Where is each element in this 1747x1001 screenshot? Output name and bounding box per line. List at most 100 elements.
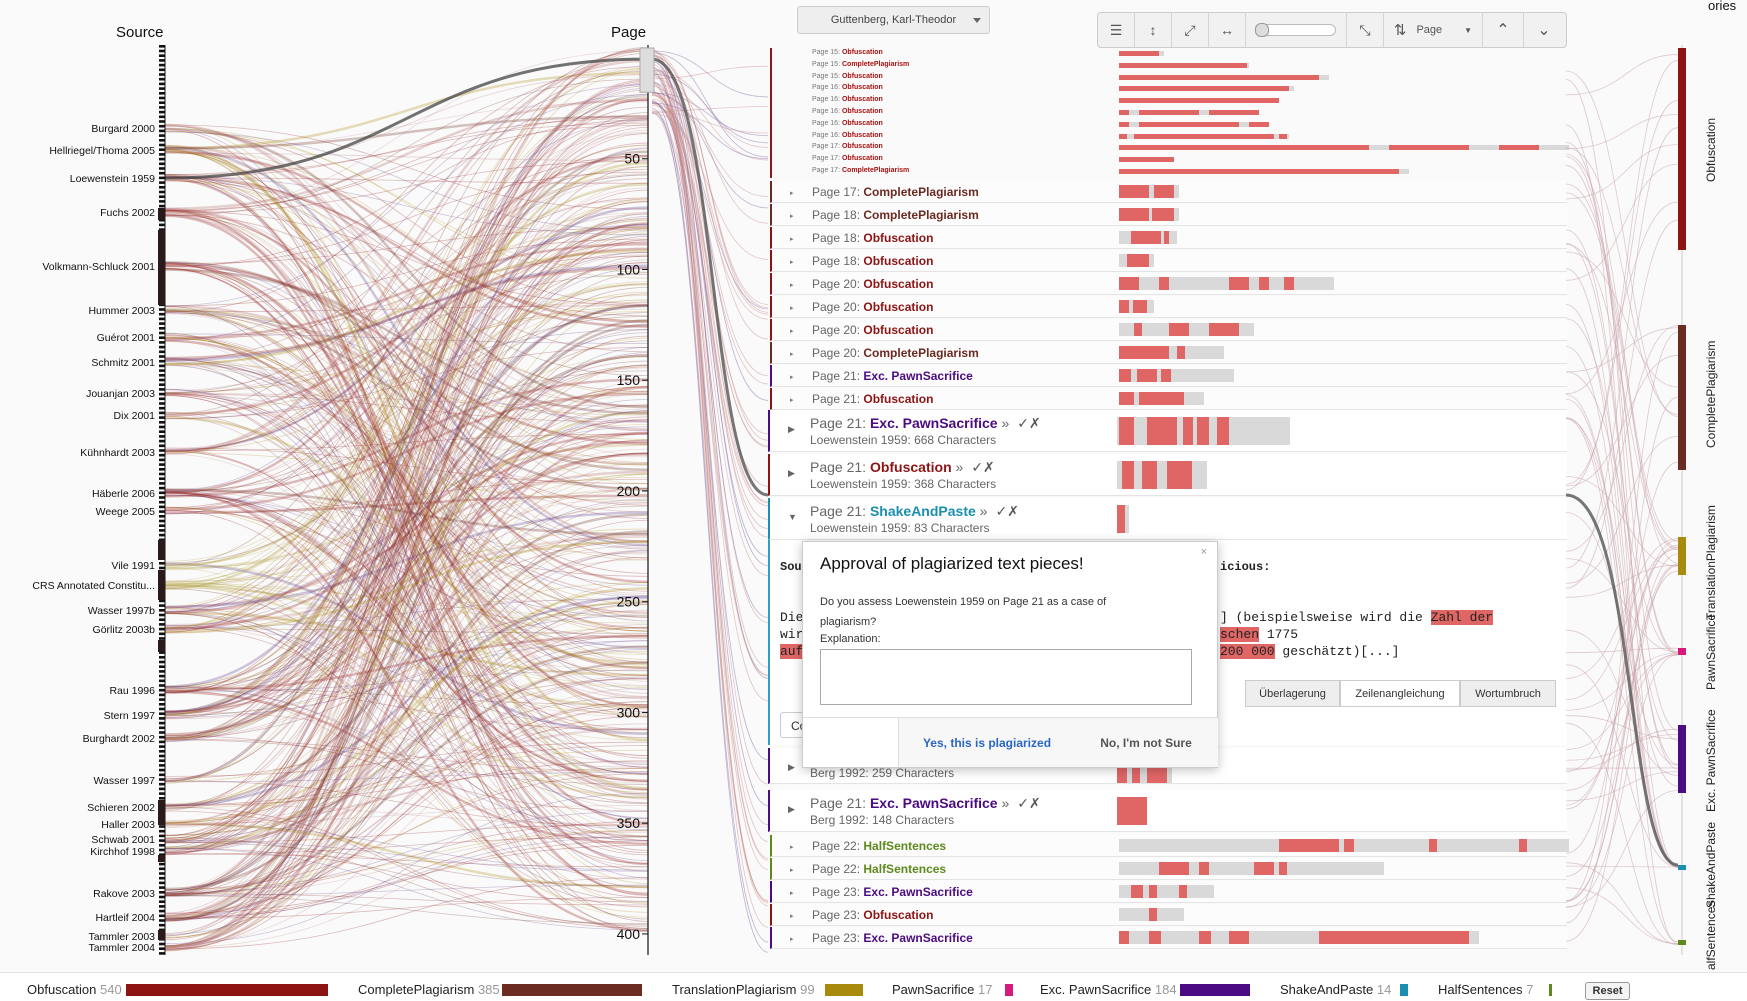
slider-handle[interactable] [1255,23,1269,37]
expand-triangle-icon[interactable]: ▸ [790,258,794,266]
source-label-hartleif-2004[interactable]: Hartleif 2004 [95,912,155,924]
expand-triangle-icon[interactable]: ▶ [788,804,795,815]
mini-row[interactable]: Page 17: CompletePlagiarism [770,166,1567,178]
mini-row[interactable]: Page 16: Obfuscation [770,95,1567,107]
expand-triangle-icon[interactable]: ▸ [790,304,794,312]
source-label-haller-2003[interactable]: Haller 2003 [101,819,155,831]
word-wrap-button[interactable]: Wortumbruch [1460,680,1556,707]
category-block-translationplagiarism[interactable] [1678,537,1686,575]
source-label-crs-annotated-constitu[interactable]: CRS Annotated Constitu... [32,580,155,592]
category-block-halfsentences[interactable] [1678,940,1686,945]
fragment-row[interactable]: ▸Page 22: HalfSentences [770,858,1567,880]
open-fragment-link[interactable]: » [1001,795,1009,811]
category-block-obfuscation[interactable] [1678,48,1686,250]
fragment-row[interactable]: ▸Page 18: Obfuscation [770,227,1567,249]
source-label-hummer-2003[interactable]: Hummer 2003 [88,305,155,317]
expand-triangle-icon[interactable]: ▸ [790,935,794,943]
source-label-kirchhof-1998[interactable]: Kirchhof 1998 [90,846,155,858]
expand-triangle-icon[interactable]: ▸ [790,373,794,381]
expand-triangle-icon[interactable]: ▶ [788,468,795,479]
expanded-fragment-row[interactable]: ▶Page 21: Exc. PawnSacrifice »✓✗Berg 199… [768,790,1567,832]
expand-triangle-icon[interactable]: ▸ [790,912,794,920]
legend-item-pawnsacrifice[interactable]: PawnSacrifice 17 [892,982,992,997]
expand-triangle-icon[interactable]: ▸ [790,212,794,220]
source-label-k-hnhardt-2003[interactable]: Kühnhardt 2003 [80,447,155,459]
fragment-row[interactable]: ▸Page 22: HalfSentences [770,835,1567,857]
source-label-volkmann-schluck-2001[interactable]: Volkmann-Schluck 2001 [42,261,155,273]
legend-item-shakeandpaste[interactable]: ShakeAndPaste 14 [1280,982,1391,997]
expand-triangle-icon[interactable]: ▶ [788,762,795,773]
source-label-weege-2005[interactable]: Weege 2005 [96,506,156,518]
source-label-wasser-1997b[interactable]: Wasser 1997b [88,605,155,617]
source-label-burghardt-2002[interactable]: Burghardt 2002 [83,733,156,745]
source-label-dix-2001[interactable]: Dix 2001 [114,410,156,422]
fragment-row[interactable]: ▸Page 21: Obfuscation [770,388,1567,410]
expand-triangle-icon[interactable]: ▸ [790,189,794,197]
expand-triangle-icon[interactable]: ▶ [788,424,795,435]
source-label-wasser-1997[interactable]: Wasser 1997 [94,775,156,787]
explanation-field[interactable] [820,649,1192,705]
source-label-tammler-2004[interactable]: Tammler 2004 [88,942,155,954]
category-block-completeplagiarism[interactable] [1678,325,1686,470]
fragment-row[interactable]: ▸Page 20: CompletePlagiarism [770,342,1567,364]
expand-triangle-icon[interactable]: ▸ [790,889,794,897]
mini-row[interactable]: Page 17: Obfuscation [770,142,1567,154]
expanded-fragment-row[interactable]: ▶Page 21: Obfuscation »✓✗Loewenstein 195… [768,454,1567,496]
mini-row[interactable]: Page 15: CompletePlagiarism [770,60,1567,72]
fragment-row[interactable]: ▸Page 18: CompletePlagiarism [770,204,1567,226]
fragment-row[interactable]: ▸Page 18: Obfuscation [770,250,1567,272]
reset-button[interactable]: Reset [1585,982,1630,1000]
source-label-h-berle-2006[interactable]: Häberle 2006 [92,488,155,500]
source-label-schieren-2002[interactable]: Schieren 2002 [87,802,155,814]
category-block-exc-pawnsacrifice[interactable] [1678,725,1686,793]
source-label-hellriegel-thoma-2005[interactable]: Hellriegel/Thoma 2005 [49,145,155,157]
next-button[interactable]: ⌄ [1524,13,1564,47]
source-label-rakove-2003[interactable]: Rakove 2003 [93,888,155,900]
source-label-schmitz-2001[interactable]: Schmitz 2001 [91,357,155,369]
approve-reject-icons[interactable]: ✓✗ [1017,795,1040,811]
fragment-row[interactable]: ▸Page 20: Obfuscation [770,273,1567,295]
mini-row[interactable]: Page 17: Obfuscation [770,154,1567,166]
mini-row[interactable]: Page 15: Obfuscation [770,72,1567,84]
approve-reject-icons[interactable]: ✓✗ [995,503,1018,519]
collapse-triangle-icon[interactable]: ▼ [788,512,797,522]
legend-item-halfsentences[interactable]: HalfSentences 7 [1438,982,1533,997]
open-fragment-link[interactable]: » [956,459,964,475]
open-fragment-link[interactable]: » [980,503,988,519]
confirm-plagiarized-button[interactable]: Yes, this is plagiarized [898,718,1076,767]
diagonal-resize-button[interactable]: ⤢ [1172,13,1209,47]
source-label-jouanjan-2003[interactable]: Jouanjan 2003 [86,388,155,400]
source-label-rau-1996[interactable]: Rau 1996 [109,685,155,697]
category-block-pawnsacrifice[interactable] [1678,648,1686,655]
source-label-schwab-2001[interactable]: Schwab 2001 [91,834,155,846]
expand-height-button[interactable]: ↕ [1135,13,1172,47]
expand-triangle-icon[interactable]: ▸ [790,281,794,289]
expand-triangle-icon[interactable]: ▸ [790,350,794,358]
mini-row[interactable]: Page 16: Obfuscation [770,83,1567,95]
fragment-row[interactable]: ▸Page 17: CompletePlagiarism [770,181,1567,203]
mini-row[interactable]: Page 15: Obfuscation [770,48,1567,60]
fragment-row[interactable]: ▸Page 21: Exc. PawnSacrifice [770,365,1567,387]
fragment-row[interactable]: ▸Page 20: Obfuscation [770,319,1567,341]
legend-item-obfuscation[interactable]: Obfuscation 540 [27,982,122,997]
overlay-button[interactable]: Überlagerung [1245,680,1340,707]
source-label-g-rlitz-2003b[interactable]: Görlitz 2003b [93,624,156,636]
expand-triangle-icon[interactable]: ▸ [790,843,794,851]
expand-width-button[interactable]: ↔ [1209,13,1246,47]
open-fragment-link[interactable]: » [1001,415,1009,431]
source-label-gu-rot-2001[interactable]: Guérot 2001 [97,332,156,344]
fragment-row[interactable]: ▸Page 23: Obfuscation [770,904,1567,926]
line-alignment-button[interactable]: Zeilenangleichung [1340,680,1460,707]
mini-row[interactable]: Page 16: Obfuscation [770,107,1567,119]
collapse-button[interactable]: ⤡ [1347,13,1384,47]
fragment-row[interactable]: ▸Page 23: Exc. PawnSacrifice [770,881,1567,903]
approve-reject-icons[interactable]: ✓✗ [971,459,994,475]
source-label-vile-1991[interactable]: Vile 1991 [111,560,155,572]
page-axis-brush[interactable] [640,48,654,92]
legend-item-exc-pawnsacrifice[interactable]: Exc. PawnSacrifice 184 [1040,982,1177,997]
expand-triangle-icon[interactable]: ▸ [790,235,794,243]
source-label-stern-1997[interactable]: Stern 1997 [104,710,156,722]
expand-triangle-icon[interactable]: ▸ [790,327,794,335]
source-label-fuchs-2002[interactable]: Fuchs 2002 [100,207,155,219]
